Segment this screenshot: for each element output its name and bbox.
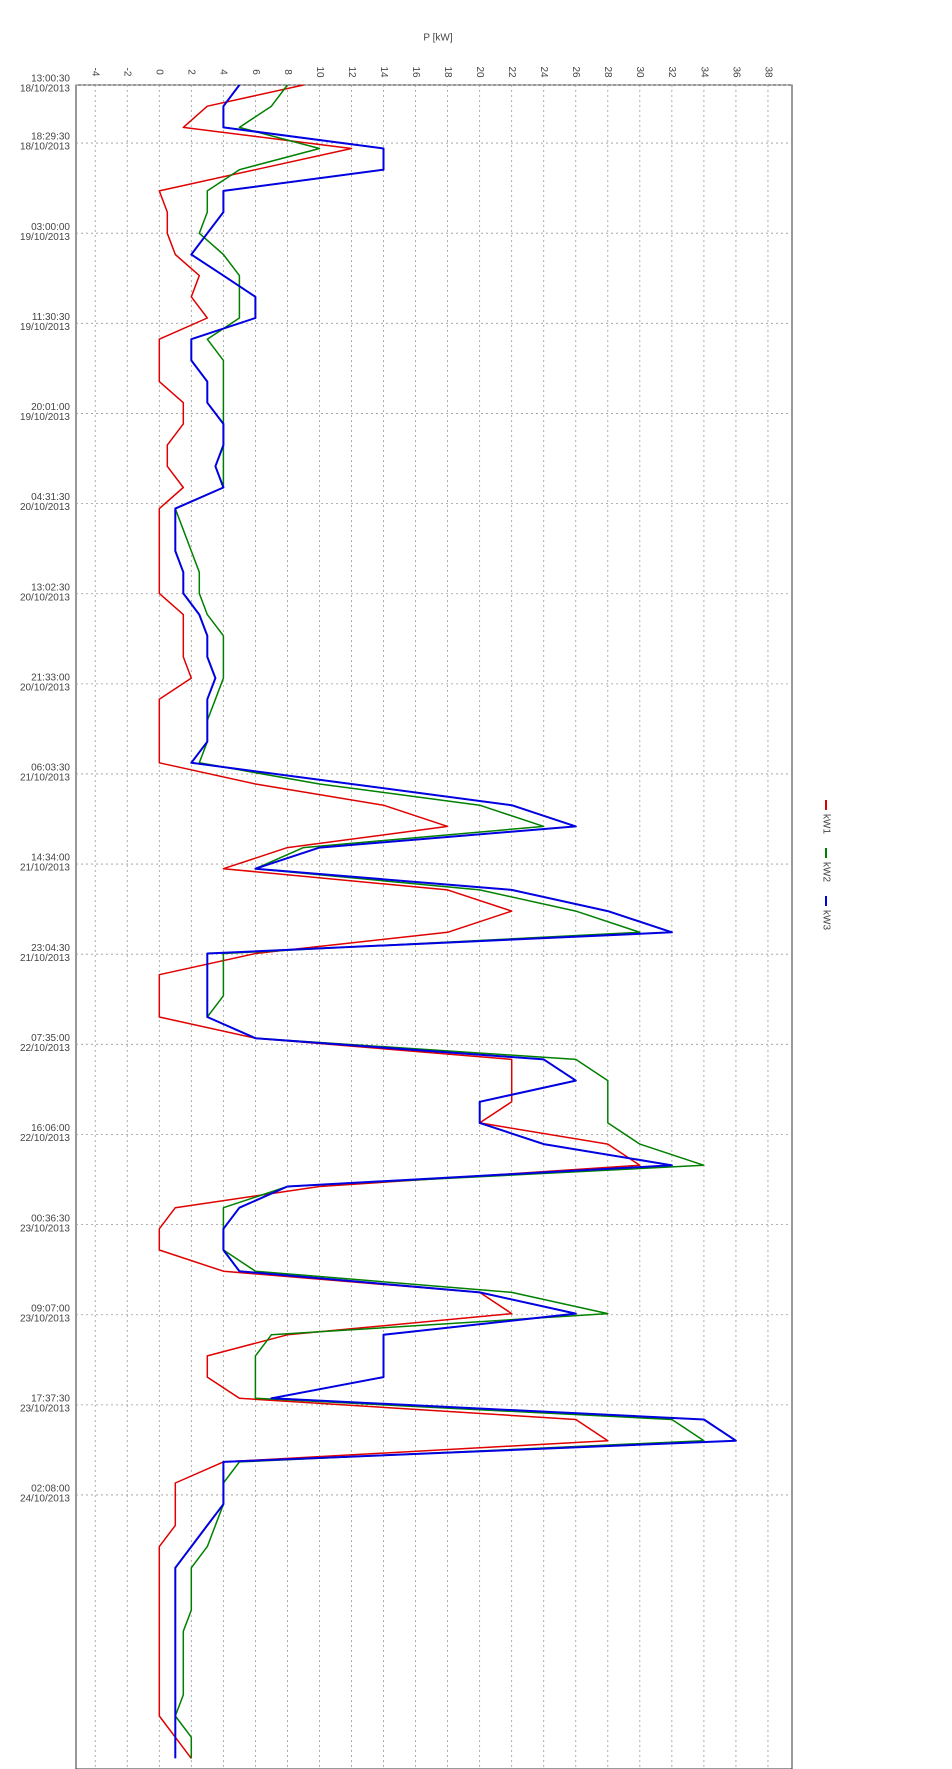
y-tick-label: 21/10/2013 [20, 863, 70, 874]
y-tick-label: 07:35:00 [31, 1033, 70, 1044]
legend-label: kW1 [820, 814, 831, 834]
axis-title: P [kW] [423, 33, 452, 44]
y-tick-label: 23/10/2013 [20, 1313, 70, 1324]
y-tick-label: 13:00:30 [31, 74, 70, 85]
y-tick-label: 21:33:00 [31, 672, 70, 683]
y-tick-label: 18/10/2013 [20, 84, 70, 95]
series-line [158, 84, 641, 1759]
x-tick-label: 22 [506, 66, 517, 78]
y-tick-label: 00:36:30 [31, 1213, 70, 1224]
y-tick-label: 18:29:30 [31, 132, 70, 143]
x-tick-label: 8 [282, 69, 293, 75]
x-tick-label: 4 [218, 69, 229, 75]
x-tick-label: 16 [410, 66, 421, 78]
x-tick-label: 38 [762, 66, 773, 78]
y-tick-label: 06:03:30 [31, 763, 70, 774]
x-tick-label: 24 [538, 66, 549, 78]
legend: kW1 kW2 kW3 [820, 800, 831, 930]
y-tick-label: 20/10/2013 [20, 682, 70, 693]
x-tick-label: 28 [602, 66, 613, 78]
y-tick-label: 13:02:30 [31, 582, 70, 593]
y-tick-label: 20:01:00 [31, 402, 70, 413]
x-tick-label: 10 [314, 66, 325, 78]
y-tick-label: 03:00:00 [31, 222, 70, 233]
y-tick-label: 20/10/2013 [20, 502, 70, 513]
y-tick-label: 23:04:30 [31, 943, 70, 954]
x-tick-label: 18 [442, 66, 453, 78]
x-tick-label: 12 [346, 66, 357, 78]
y-tick-label: 22/10/2013 [20, 1133, 70, 1144]
x-tick-label: 14 [378, 66, 389, 78]
y-tick-label: 19/10/2013 [20, 232, 70, 243]
y-tick-label: 16:06:00 [31, 1123, 70, 1134]
y-tick-label: 21/10/2013 [20, 953, 70, 964]
y-tick-label: 21/10/2013 [20, 773, 70, 784]
y-tick-label: 04:31:30 [31, 492, 70, 503]
y-tick-label: 14:34:00 [31, 853, 70, 864]
series-line [174, 84, 705, 1759]
y-tick-label: 22/10/2013 [20, 1043, 70, 1054]
y-tick-label: 23/10/2013 [20, 1403, 70, 1414]
y-tick-label: 20/10/2013 [20, 592, 70, 603]
x-tick-label: 26 [570, 66, 581, 78]
y-tick-label: 23/10/2013 [20, 1223, 70, 1234]
y-tick-label: 24/10/2013 [20, 1494, 70, 1505]
y-tick-label: 17:37:30 [31, 1393, 70, 1404]
x-tick-label: 6 [250, 69, 261, 75]
y-tick-label: 19/10/2013 [20, 412, 70, 423]
x-tick-label: -2 [122, 68, 133, 77]
legend-label: kW3 [820, 910, 831, 930]
x-tick-label: 2 [186, 69, 197, 75]
y-tick-label: 09:07:00 [31, 1303, 70, 1314]
legend-label: kW2 [820, 862, 831, 882]
y-tick-label: 02:08:00 [31, 1484, 70, 1495]
x-tick-label: -4 [90, 68, 101, 77]
x-tick-label: 0 [154, 69, 165, 75]
y-tick-label: 19/10/2013 [20, 322, 70, 333]
series-line [174, 84, 737, 1759]
x-tick-label: 32 [666, 66, 677, 78]
x-tick-label: 30 [634, 66, 645, 78]
x-tick-label: 20 [474, 66, 485, 78]
x-tick-label: 36 [730, 66, 741, 78]
y-tick-label: 18/10/2013 [20, 142, 70, 153]
y-tick-label: 11:30:30 [32, 312, 71, 323]
x-tick-label: 34 [698, 66, 709, 78]
plot-frame [75, 84, 793, 1769]
